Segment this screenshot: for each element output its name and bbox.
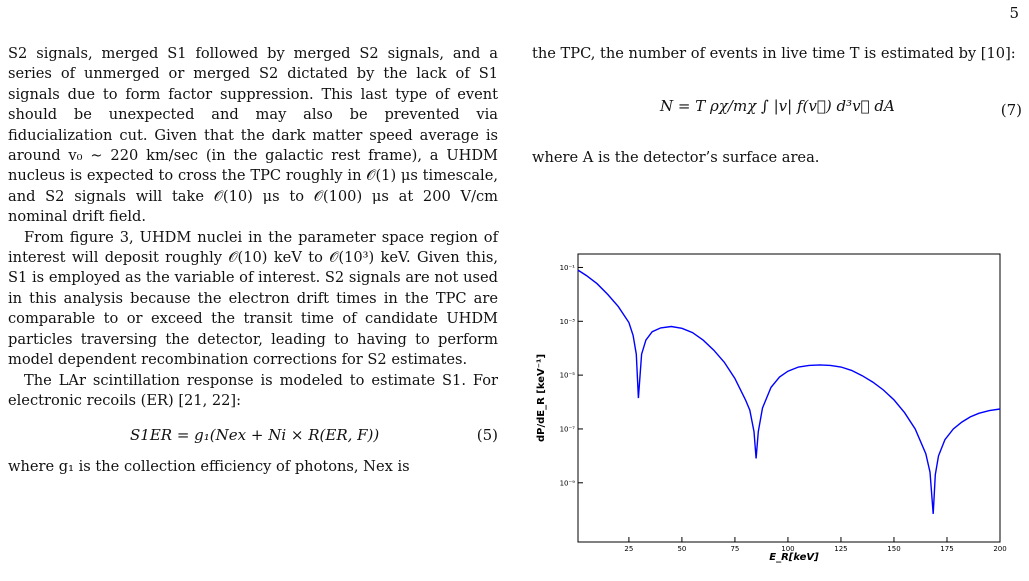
x-tick-label-6: 175 xyxy=(940,545,953,553)
x-tick-label-5: 150 xyxy=(887,545,900,553)
equation-7-number: (7) xyxy=(1000,101,1022,120)
x-axis-label: E_R[keV] xyxy=(769,552,819,563)
y-tick-label-1: 10⁻³ xyxy=(560,318,576,326)
page-number: 5 xyxy=(1009,4,1019,22)
left-column: S2 signals, merged S1 followed by merged… xyxy=(8,44,498,478)
right-column: the TPC, the number of events in live ti… xyxy=(532,44,1022,169)
plot-frame xyxy=(577,253,1001,543)
y-ticks: 10⁻¹ 10⁻³ 10⁻⁵ 10⁻⁷ 10⁻⁹ xyxy=(560,264,583,487)
x-tick-label-2: 75 xyxy=(730,545,739,553)
right-paragraph-1: the TPC, the number of events in live ti… xyxy=(532,45,1016,62)
y-axis-label: dP/dE_R [keV⁻¹] xyxy=(536,354,547,442)
x-ticks: 25 50 75 100 125 150 175 200 xyxy=(624,537,1007,553)
paragraph-1: S2 signals, merged S1 followed by merged… xyxy=(8,45,498,226)
equation-7-body: N = T ρχ/mχ ∫ |v| f(v⃗) d³v⃗ dA xyxy=(660,97,895,116)
series-line xyxy=(577,269,1001,514)
x-tick-label-3: 100 xyxy=(781,545,794,553)
equation-7: N = T ρχ/mχ ∫ |v| f(v⃗) d³v⃗ dA (7) xyxy=(532,90,1022,130)
y-tick-label-0: 10⁻¹ xyxy=(560,264,576,272)
x-tick-label-4: 125 xyxy=(834,545,847,553)
x-tick-label-1: 50 xyxy=(677,545,686,553)
y-tick-label-3: 10⁻⁷ xyxy=(560,425,576,433)
paragraph-2: From figure 3, UHDM nuclei in the parame… xyxy=(8,228,498,369)
equation-5: S1ER = g₁(Nex + Ni × R(ER, F)) (5) xyxy=(8,425,498,447)
y-tick-label-4: 10⁻⁹ xyxy=(560,479,576,487)
right-paragraph-2: where A is the detector’s surface area. xyxy=(532,149,820,167)
y-tick-label-2: 10⁻⁵ xyxy=(560,372,576,380)
paragraph-4: where g₁ is the collection efficiency of… xyxy=(8,458,410,476)
paragraph-3: The LAr scintillation response is modele… xyxy=(8,371,498,409)
x-tick-label-7: 200 xyxy=(993,545,1006,553)
recoil-spectrum-chart: 25 50 75 100 125 150 175 200 10⁻¹10⁻³10⁻⁵10⁻⁷10… xyxy=(536,253,1007,563)
x-tick-label-0: 25 xyxy=(624,545,633,553)
equation-5-number: (5) xyxy=(476,426,498,445)
equation-5-body: S1ER = g₁(Nex + Ni × R(ER, F)) xyxy=(130,426,380,445)
